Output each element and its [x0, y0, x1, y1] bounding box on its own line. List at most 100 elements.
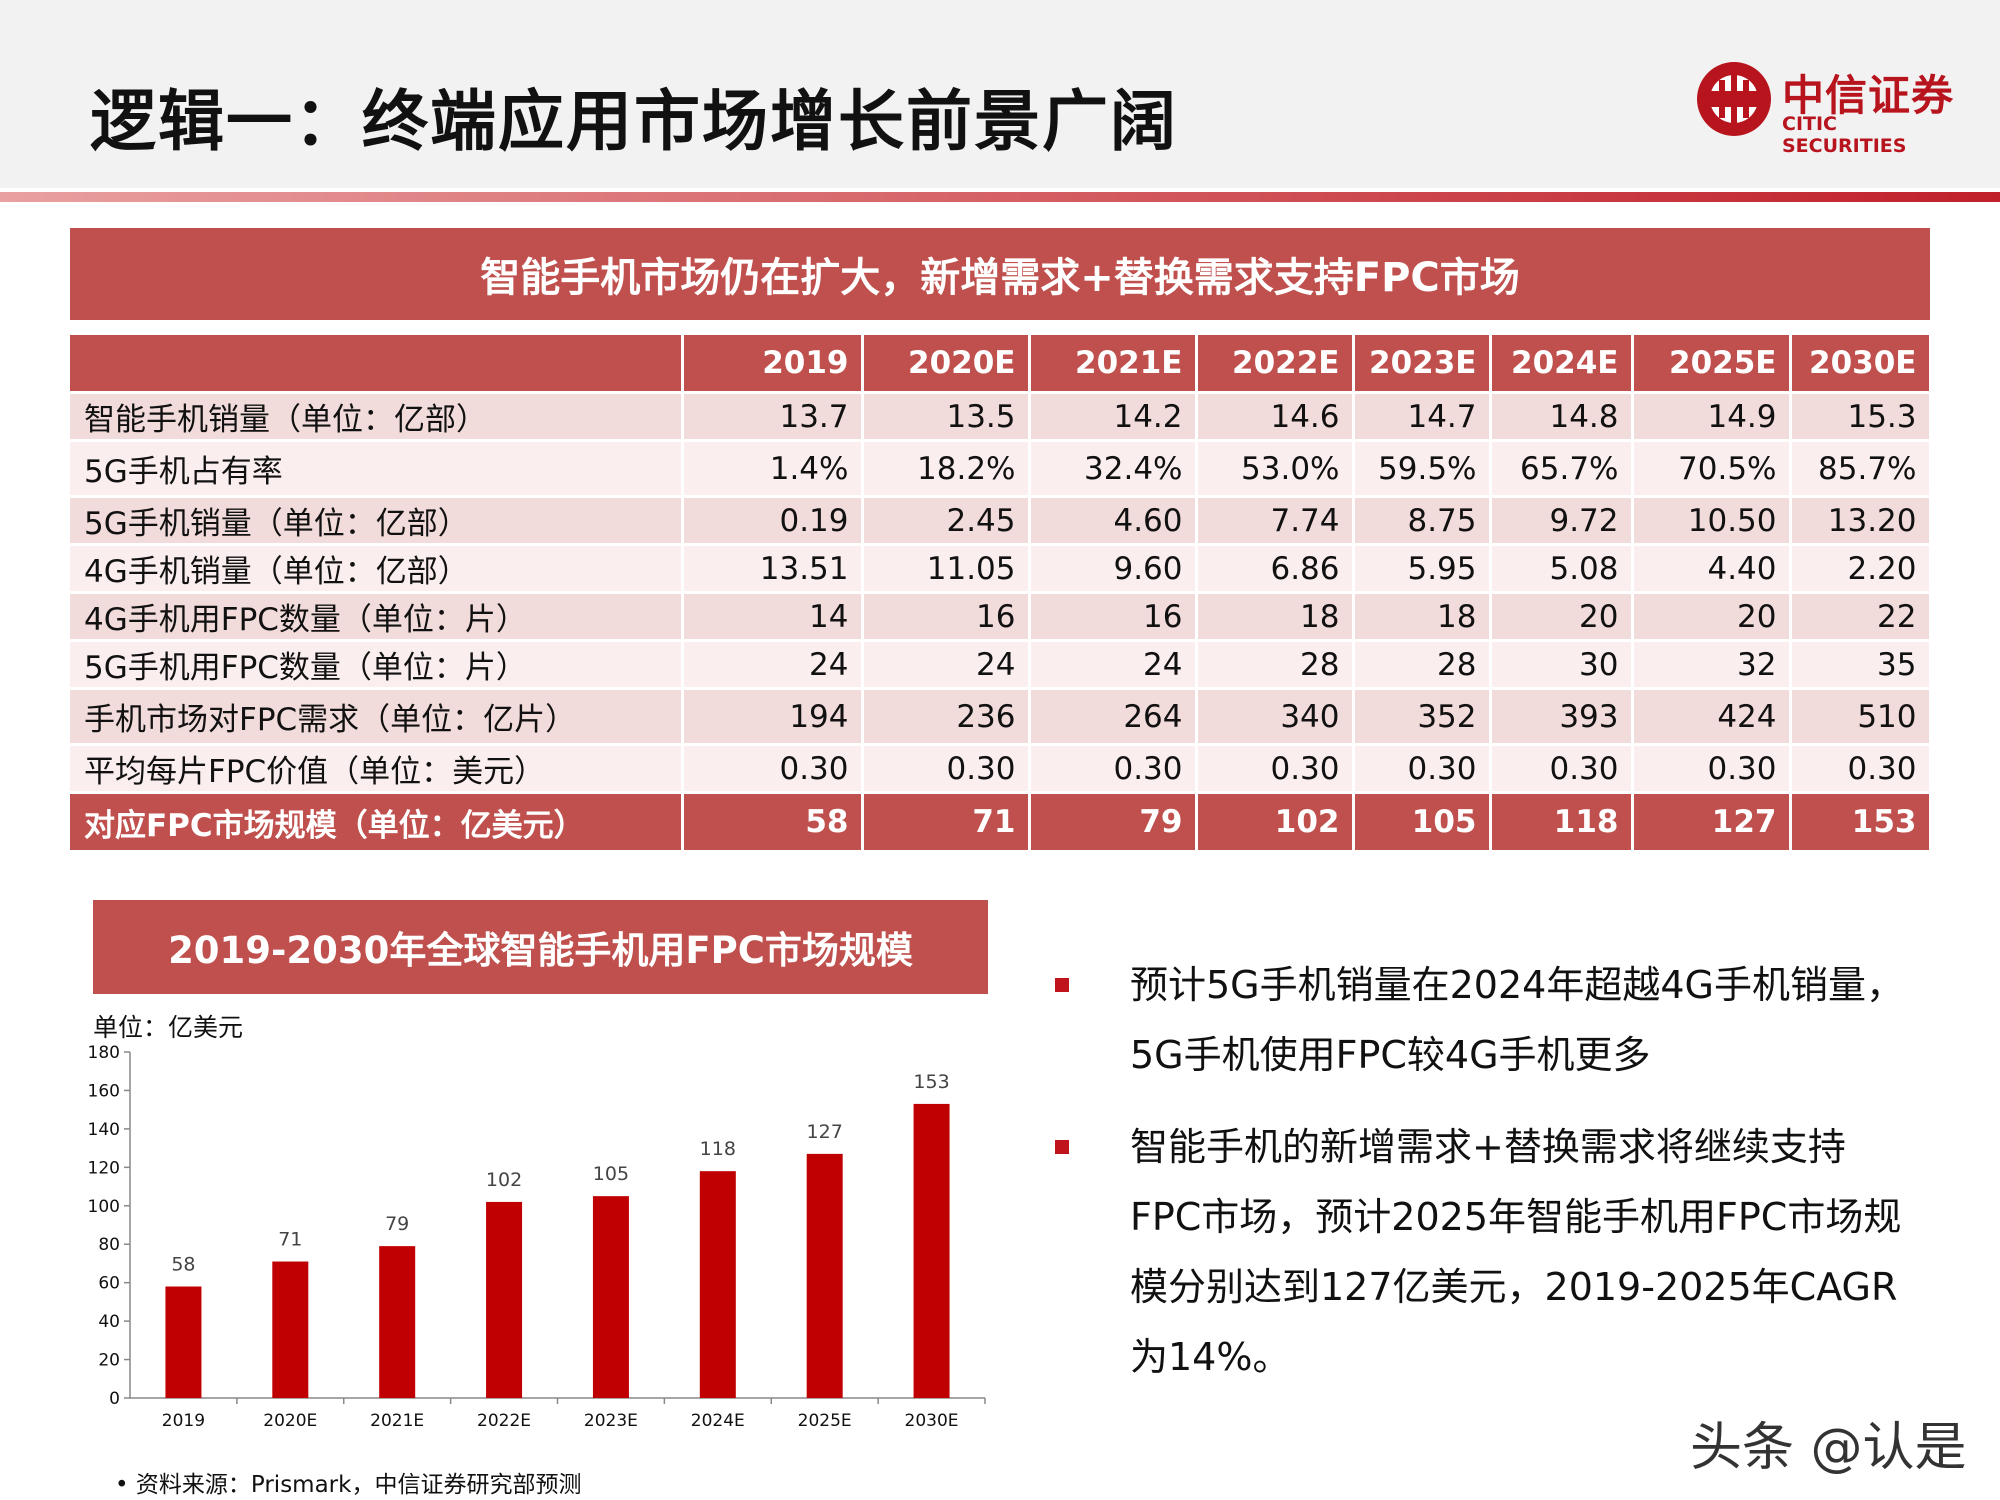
x-tick-label: 2020E	[263, 1411, 317, 1431]
row-label: 智能手机销量（单位：亿部）	[70, 392, 684, 442]
value-cell: 4.40	[1632, 544, 1792, 594]
value-cell: 14.8	[1490, 392, 1634, 442]
header-year-cell: 2024E	[1490, 335, 1634, 394]
value-cell: 9.60	[1029, 544, 1198, 594]
logo-english-name: CITIC SECURITIES	[1782, 113, 1907, 157]
y-tick-label: 80	[98, 1235, 120, 1255]
value-cell: 65.7%	[1490, 440, 1634, 498]
bar	[486, 1201, 523, 1398]
page-title: 逻辑一：终端应用市场增长前景广阔	[90, 83, 1178, 160]
y-tick-label: 60	[98, 1274, 120, 1294]
total-value-cell: 153	[1790, 792, 1932, 853]
value-cell: 13.7	[682, 392, 864, 442]
y-tick-label: 160	[88, 1081, 120, 1101]
value-cell: 13.20	[1790, 496, 1932, 546]
total-value-cell: 71	[862, 792, 1031, 853]
header-year-cell: 2023E	[1353, 335, 1492, 394]
bar-value-label: 153	[913, 1071, 949, 1093]
logo-chinese-name: 中信证券	[1782, 71, 1955, 120]
header-year-cell: 2025E	[1632, 335, 1792, 394]
table-row: 5G手机销量（单位：亿部） 0.19 2.45 4.60 7.74 8.75 9.72 10.…	[70, 496, 1932, 546]
value-cell: 20	[1490, 592, 1634, 642]
value-cell: 15.3	[1790, 392, 1932, 442]
value-cell: 0.30	[682, 744, 864, 794]
value-cell: 22	[1790, 592, 1932, 642]
bar	[379, 1246, 416, 1398]
x-tick-label: 2030E	[905, 1411, 959, 1431]
value-cell: 14.6	[1196, 392, 1355, 442]
value-cell: 2.45	[862, 496, 1031, 546]
value-cell: 0.30	[1632, 744, 1792, 794]
bar	[699, 1171, 736, 1398]
value-cell: 13.51	[682, 544, 864, 594]
x-tick-label: 2022E	[477, 1411, 531, 1431]
bullet-item: 智能手机的新增需求+替换需求将继续支持FPC市场，预计2025年智能手机用FPC…	[1050, 1112, 1910, 1392]
total-value-cell: 105	[1353, 792, 1492, 853]
y-tick-label: 40	[98, 1312, 120, 1332]
chart-unit-label: 单位：亿美元	[93, 1013, 244, 1042]
total-value-cell: 58	[682, 792, 864, 853]
fpc-market-bar-chart: 0 20 40 60 80 100 120 140 160 180 58 2019 71 2020E 79 2…	[88, 1043, 986, 1431]
value-cell: 0.30	[1029, 744, 1198, 794]
value-cell: 30	[1490, 640, 1634, 690]
total-value-cell: 118	[1490, 792, 1634, 853]
value-cell: 13.5	[862, 392, 1031, 442]
citic-logo: 中信证券 CITIC SECURITIES	[1695, 60, 1965, 157]
table-body: 智能手机销量（单位：亿部） 13.7 13.5 14.2 14.6 14.7 14.8 14.…	[70, 392, 1932, 853]
value-cell: 340	[1196, 688, 1355, 746]
row-label: 4G手机销量（单位：亿部）	[70, 544, 684, 594]
bar	[592, 1196, 629, 1398]
total-label: 对应FPC市场规模（单位：亿美元）	[70, 792, 684, 853]
value-cell: 28	[1353, 640, 1492, 690]
value-cell: 14	[682, 592, 864, 642]
value-cell: 194	[682, 688, 864, 746]
bar-value-label: 127	[807, 1121, 843, 1143]
bullet-text: 预计5G手机销量在2024年超越4G手机销量，5G手机使用FPC较4G手机更多	[1130, 963, 1904, 1077]
y-tick-label: 20	[98, 1351, 120, 1371]
value-cell: 11.05	[862, 544, 1031, 594]
table-banner: 智能手机市场仍在扩大，新增需求+替换需求支持FPC市场	[70, 228, 1930, 320]
header-year-cell: 2020E	[862, 335, 1031, 394]
total-value-cell: 79	[1029, 792, 1198, 853]
value-cell: 59.5%	[1353, 440, 1492, 498]
value-cell: 18.2%	[862, 440, 1031, 498]
bar	[913, 1103, 950, 1398]
header-label-cell	[70, 335, 684, 394]
value-cell: 24	[682, 640, 864, 690]
bar	[165, 1286, 202, 1398]
row-label: 5G手机销量（单位：亿部）	[70, 496, 684, 546]
value-cell: 0.30	[1353, 744, 1492, 794]
y-tick-label: 0	[109, 1389, 120, 1409]
row-label: 5G手机占有率	[70, 440, 684, 498]
x-tick-label: 2021E	[370, 1411, 424, 1431]
value-cell: 20	[1632, 592, 1792, 642]
source-note: • 资料来源：Prismark，中信证券研究部预测	[115, 1472, 582, 1498]
bar-value-label: 58	[171, 1254, 195, 1276]
bar-value-label: 105	[593, 1163, 629, 1185]
watermark: 头条 @认是	[1690, 1418, 1967, 1478]
row-label: 4G手机用FPC数量（单位：片）	[70, 592, 684, 642]
bar-value-label: 71	[278, 1229, 302, 1251]
value-cell: 5.95	[1353, 544, 1492, 594]
value-cell: 35	[1790, 640, 1932, 690]
value-cell: 16	[862, 592, 1031, 642]
value-cell: 70.5%	[1632, 440, 1792, 498]
table-row: 4G手机销量（单位：亿部） 13.51 11.05 9.60 6.86 5.95 5.08 4…	[70, 544, 1932, 594]
total-value-cell: 102	[1196, 792, 1355, 853]
header-year-cell: 2021E	[1029, 335, 1198, 394]
value-cell: 0.30	[1196, 744, 1355, 794]
bar	[806, 1153, 843, 1398]
header-year-cell: 2022E	[1196, 335, 1355, 394]
x-tick-label: 2025E	[798, 1411, 852, 1431]
value-cell: 5.08	[1490, 544, 1634, 594]
bar-value-label: 102	[486, 1169, 522, 1191]
value-cell: 32	[1632, 640, 1792, 690]
header-bar: 逻辑一：终端应用市场增长前景广阔 中信证券 CITIC SECURITIES	[0, 0, 2000, 188]
bar-value-label: 118	[700, 1138, 736, 1160]
bullet-text: 智能手机的新增需求+替换需求将继续支持FPC市场，预计2025年智能手机用FPC…	[1130, 1125, 1902, 1379]
total-row: 对应FPC市场规模（单位：亿美元） 58 71 79 102 105 118 127 153	[70, 792, 1932, 853]
row-label: 平均每片FPC价值（单位：美元）	[70, 744, 684, 794]
value-cell: 0.30	[1790, 744, 1932, 794]
bullet-marker-icon	[1055, 1140, 1069, 1154]
value-cell: 0.30	[1490, 744, 1634, 794]
